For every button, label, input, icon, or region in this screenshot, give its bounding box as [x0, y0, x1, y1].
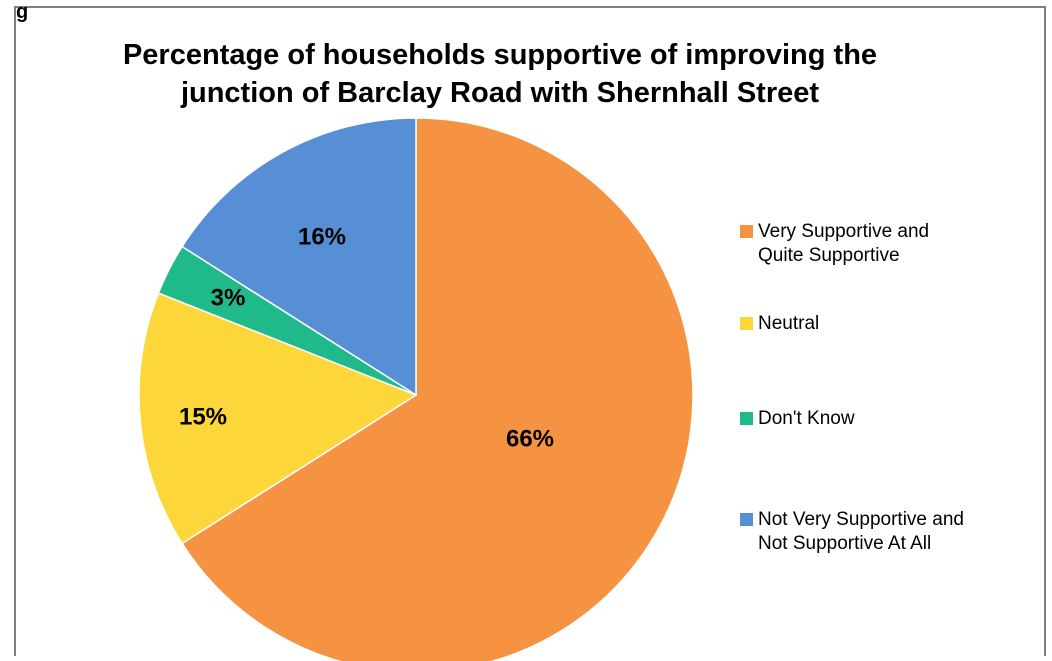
- slice-data-label-2: 3%: [211, 284, 246, 311]
- slice-data-label-0: 66%: [506, 425, 554, 452]
- legend-label-3: Not Very Supportive and Not Supportive A…: [758, 509, 964, 554]
- legend-label-1: Neutral: [758, 313, 820, 334]
- pie-slice-3: [181, 117, 417, 397]
- chart-title: Percentage of households supportive of i…: [122, 39, 878, 109]
- corner-glyph: g: [16, 1, 29, 23]
- legend-swatch-2: [740, 412, 753, 425]
- chart-frame: g: [14, 2, 1046, 656]
- legend-item-2: Don't Know: [740, 407, 1040, 431]
- slice-data-label-3: 16%: [298, 223, 346, 250]
- legend-item-3: Not Very Supportive and Not Supportive A…: [740, 508, 1040, 556]
- legend-label-2: Don't Know: [758, 408, 855, 429]
- slice-data-label-1: 15%: [179, 403, 227, 430]
- legend-swatch-1: [740, 317, 753, 330]
- legend-item-0: Very Supportive and Quite Supportive: [740, 220, 1040, 268]
- pie-slice-0: [181, 117, 694, 661]
- legend-label-0: Very Supportive and Quite Supportive: [758, 221, 930, 266]
- pie-slice-1: [138, 292, 418, 545]
- legend-item-1: Neutral: [740, 312, 1040, 336]
- legend-swatch-0: [740, 225, 753, 238]
- legend-swatch-3: [740, 513, 753, 526]
